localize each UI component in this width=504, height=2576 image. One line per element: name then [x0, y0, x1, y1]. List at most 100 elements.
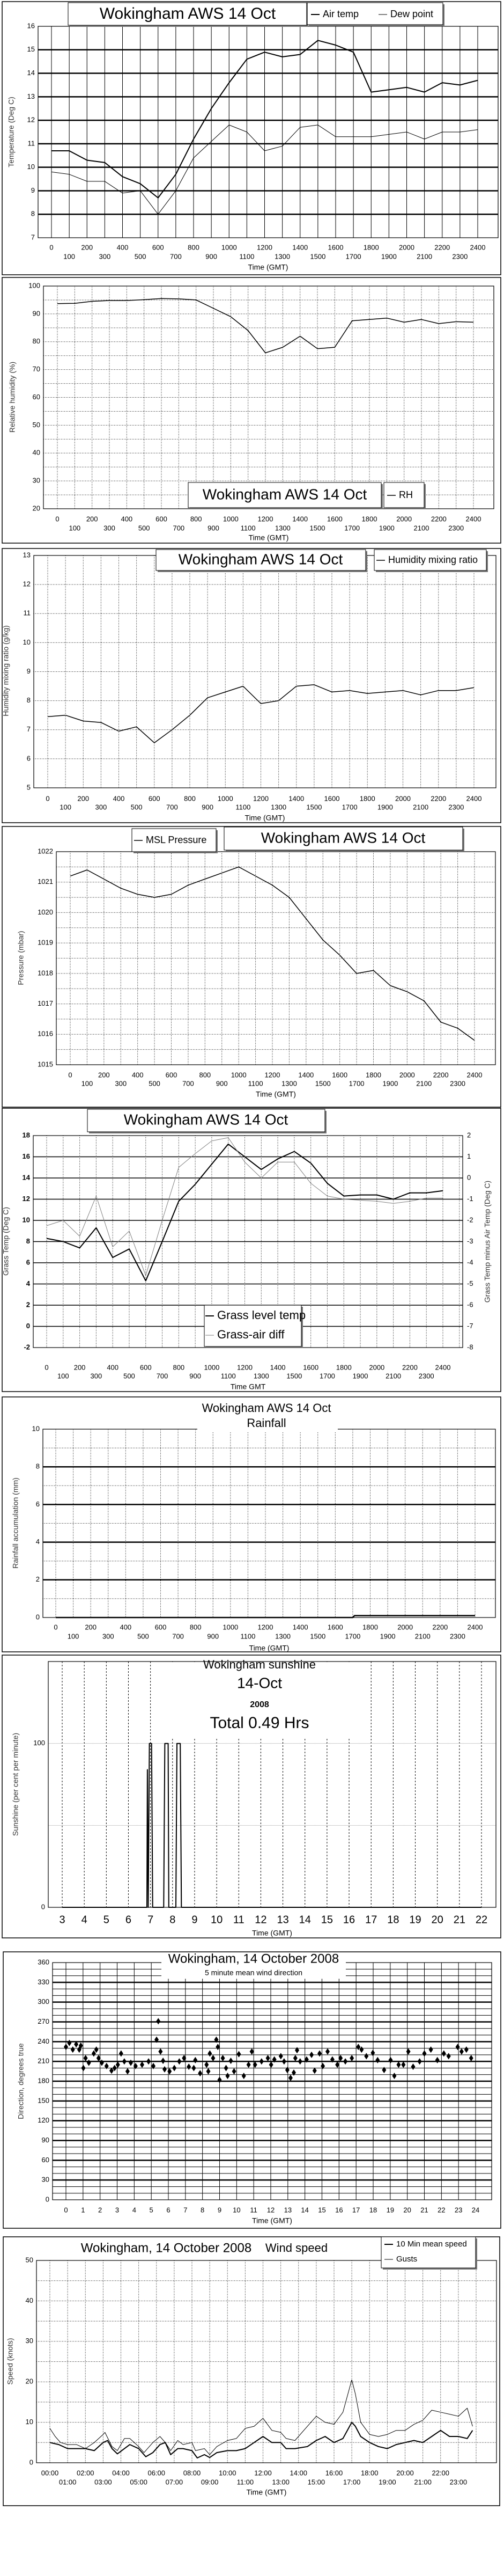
data-point: [236, 2051, 241, 2058]
data-point: [293, 2055, 298, 2062]
gridlines: [34, 555, 496, 788]
x-tick-label: 1600: [324, 794, 340, 802]
y-tick-label: 10: [26, 2418, 33, 2426]
x-tick-label: 02:00: [77, 2469, 94, 2477]
data-point: [246, 2061, 251, 2068]
x-tick-label: 500: [131, 803, 143, 811]
x-tick-label: 2400: [435, 1363, 451, 1371]
data-point: [265, 2055, 270, 2062]
y-tick-label: 5: [27, 783, 31, 791]
x-tick-label: 17:00: [343, 2478, 361, 2486]
x-tick-label: 1400: [292, 243, 308, 251]
data-point: [193, 2057, 198, 2063]
y-tick-label: 0: [41, 1902, 45, 1911]
y-right-axis-label: Grass Temp minus Air Temp (Deg C): [483, 1181, 492, 1302]
data-point: [309, 2051, 314, 2058]
data-point: [459, 2048, 464, 2055]
data-point: [162, 2066, 167, 2073]
x-tick-label: 2300: [452, 252, 468, 260]
data-point: [259, 2058, 264, 2065]
title-background: [197, 1425, 338, 1432]
chart-panel-0: Wokingham AWS 14 Oct Air temp Dew point 0 10…: [2, 1, 501, 275]
y-tick-label: 100: [28, 281, 40, 289]
x-tick-label: 12: [267, 2206, 275, 2214]
x-tick-label: 400: [120, 1623, 131, 1631]
x-tick-label: 100: [81, 1079, 93, 1087]
x-tick-label: 200: [86, 515, 98, 523]
x-tick-label: 0: [64, 2206, 68, 2214]
x-tick-label: 400: [132, 1071, 144, 1079]
x-axis-label: Time (GMT): [245, 814, 285, 822]
x-tick-label: 1800: [362, 1623, 378, 1631]
x-tick-label: 18:00: [361, 2469, 379, 2477]
data-point: [317, 2050, 322, 2057]
y-tick-label: 1020: [38, 908, 53, 916]
x-tick-label: 900: [202, 803, 213, 811]
x-tick-label: 16: [343, 1914, 355, 1926]
x-tick-label: 1500: [315, 1079, 331, 1087]
x-tick-label: 2000: [396, 515, 412, 523]
data-point: [220, 2055, 225, 2062]
data-point: [94, 2046, 99, 2053]
x-tick-label: 1400: [292, 515, 308, 523]
data-point: [146, 2058, 151, 2065]
y-tick-label: 13: [27, 92, 35, 100]
data-point: [177, 2058, 182, 2065]
x-tick-label: 300: [99, 252, 111, 260]
data-point: [70, 2046, 75, 2053]
chart-date: 14-Oct: [237, 1674, 282, 1691]
y-tick-label: 100: [33, 1739, 45, 1747]
data-point: [446, 2053, 451, 2060]
x-tick-label: 18: [387, 1914, 399, 1926]
data-point: [441, 2050, 446, 2057]
title-or-legend-box: [188, 482, 382, 508]
x-tick-label: 200: [74, 1363, 86, 1371]
data-point: [78, 2042, 83, 2049]
x-tick-label: 700: [157, 1372, 168, 1380]
x-tick-label: 800: [190, 1623, 202, 1631]
x-tick-label: 00:00: [41, 2469, 59, 2477]
data-point: [464, 2046, 469, 2053]
x-tick-label: 1100: [248, 1079, 263, 1087]
x-tick-label: 19:00: [379, 2478, 396, 2486]
data-point: [330, 2056, 335, 2063]
data-point: [359, 2046, 364, 2053]
title-or-legend-box: [204, 1305, 302, 1347]
y-tick-label: 14: [27, 69, 35, 77]
data-point: [401, 2061, 406, 2068]
chart-subtitle: Wind speed: [265, 2241, 328, 2255]
series-line-grass-level-temp: [46, 1143, 443, 1282]
legend-label: Humidity mixing ratio: [388, 554, 478, 565]
title-or-legend-box: [224, 826, 463, 851]
gridlines: [48, 1662, 496, 1907]
x-tick-label: 1300: [254, 1372, 269, 1380]
x-tick-label: 1300: [271, 803, 286, 811]
x-tick-label: 15: [318, 2206, 325, 2214]
data-point: [392, 2073, 397, 2080]
x-tick-label: 700: [172, 1632, 184, 1640]
chart-total: Total 0.49 Hrs: [210, 1714, 309, 1732]
y-tick-label: 8: [31, 210, 35, 218]
x-tick-label: 300: [102, 1632, 114, 1640]
data-point: [128, 2059, 133, 2066]
y-tick-label: 1017: [38, 999, 53, 1007]
series-line-grass-air-diff: [46, 1137, 443, 1276]
chart-subtitle: 5 minute mean wind direction: [205, 1968, 302, 1977]
data-point: [207, 2050, 212, 2057]
data-point: [154, 2036, 159, 2043]
title-or-legend-box: [374, 549, 487, 571]
chart-panel-4: Wokingham AWS 14 Oct Grass level temp Gras…: [2, 1108, 501, 1392]
data-point: [206, 2068, 211, 2075]
data-point: [211, 2055, 216, 2062]
data-point: [396, 2061, 401, 2068]
data-point: [99, 2059, 104, 2066]
x-tick-label: 2100: [413, 803, 428, 811]
data-point: [241, 2073, 246, 2080]
x-tick-label: 1100: [241, 524, 256, 532]
series-line-gusts: [49, 2379, 473, 2455]
y-tick-label: 0: [36, 1613, 40, 1621]
data-point: [83, 2055, 88, 2062]
title-or-legend-box: [381, 2236, 476, 2268]
x-tick-label: 22:00: [432, 2469, 449, 2477]
x-tick-label: 2000: [397, 1623, 413, 1631]
